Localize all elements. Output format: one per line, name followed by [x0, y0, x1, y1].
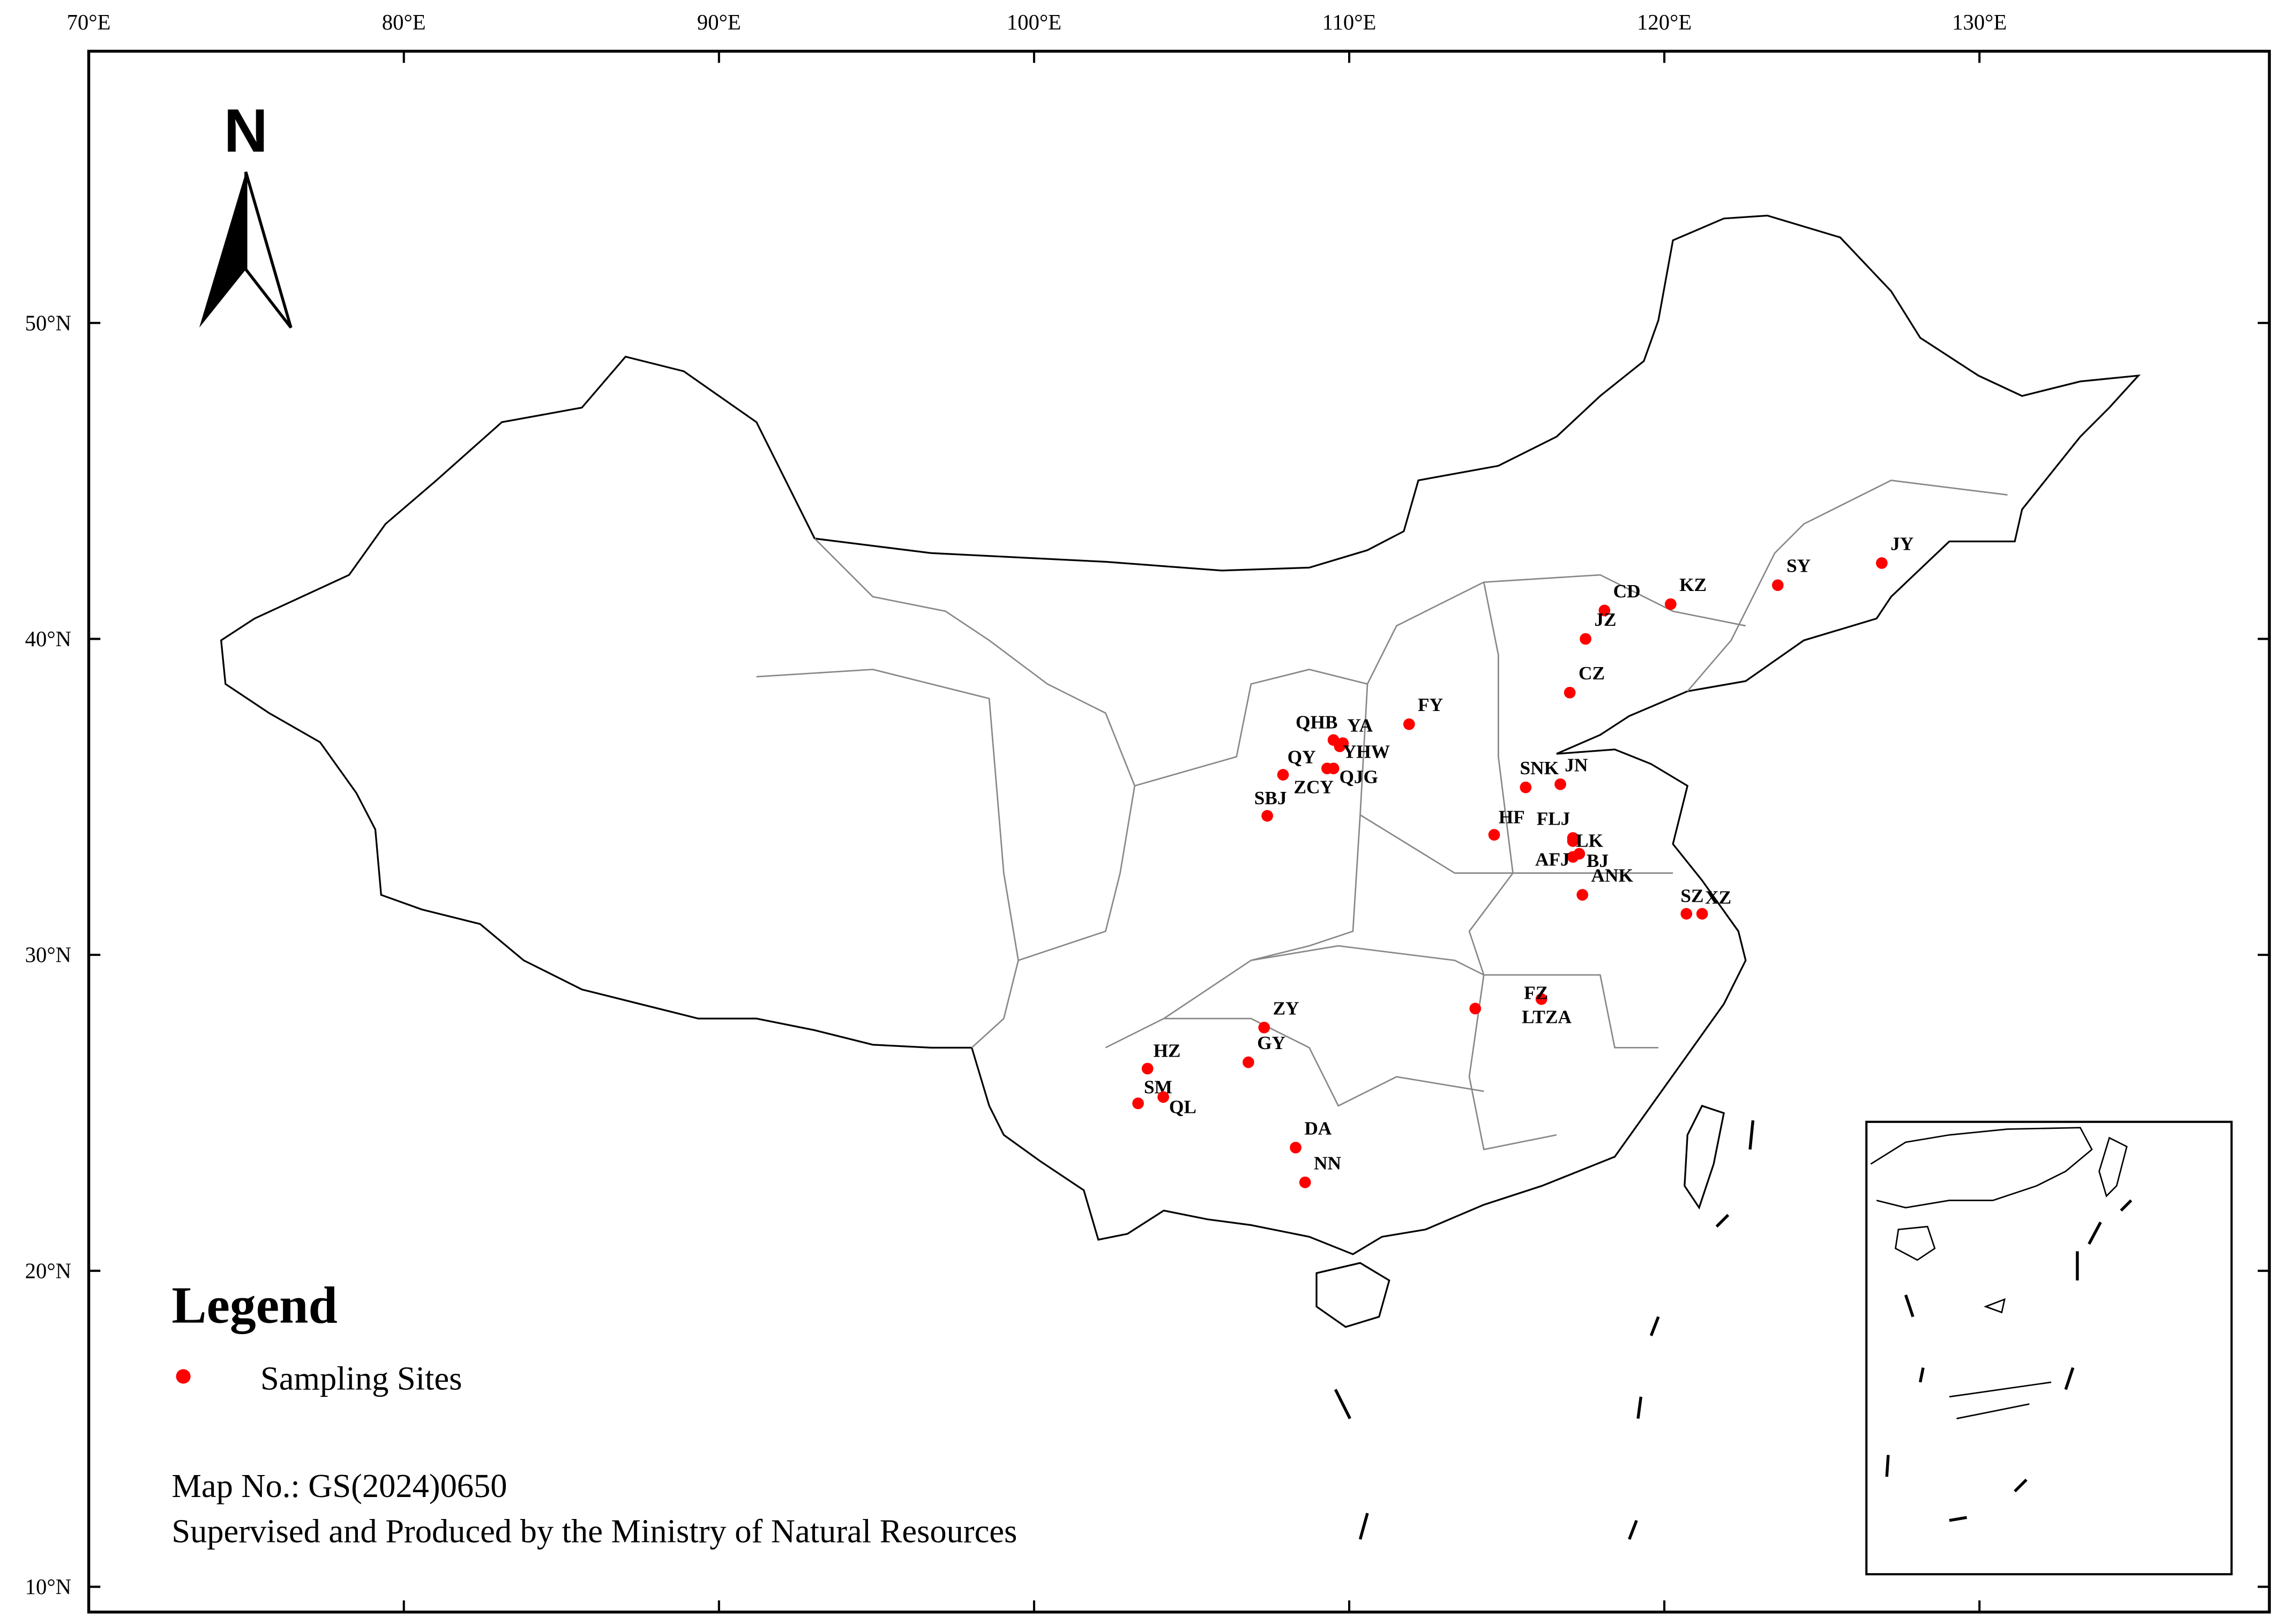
x-tick-label: 70°E: [67, 10, 111, 34]
x-tick-label: 80°E: [382, 10, 426, 34]
sampling-site: [1141, 1062, 1154, 1075]
sampling-site: [1598, 604, 1611, 617]
site-label: CZ: [1579, 663, 1605, 684]
site-label: JY: [1890, 533, 1913, 554]
site-label: JN: [1565, 754, 1588, 775]
site-label: XZ: [1705, 887, 1731, 908]
site-label: DA: [1304, 1118, 1332, 1139]
sampling-site: [1573, 848, 1586, 860]
site-label: YA: [1347, 715, 1373, 736]
site-label: ZY: [1273, 998, 1299, 1019]
sampling-site: [1242, 1056, 1254, 1068]
site-label: YHW: [1343, 742, 1390, 762]
country-outline: [220, 214, 2141, 1255]
site-label: HF: [1499, 806, 1525, 827]
x-tick-label: 100°E: [1007, 10, 1061, 34]
sampling-site: [1576, 889, 1589, 901]
sampling-site: [1520, 781, 1532, 794]
site-label: FZ: [1524, 983, 1548, 1004]
frame: [87, 49, 2271, 1614]
sampling-site: [1258, 1021, 1270, 1034]
sampling-site: [1277, 769, 1289, 781]
hainan: [1315, 1262, 1390, 1328]
site-label: QY: [1288, 746, 1316, 767]
y-tick-label: 50°N: [25, 311, 71, 335]
y-tick-label: 10°N: [25, 1575, 71, 1599]
boundary-dashes: [1334, 1120, 1755, 1540]
y-tick-label: 30°N: [25, 943, 71, 967]
inset-map: [1870, 1127, 2133, 1522]
site-label: FLJ: [1537, 809, 1570, 829]
sampling-site: [1771, 579, 1784, 592]
site-label: GY: [1257, 1032, 1285, 1053]
sampling-site: [1403, 718, 1415, 730]
sampling-site: [1535, 993, 1547, 1005]
site-label: HZ: [1153, 1041, 1180, 1061]
province-borders: [756, 480, 2008, 1150]
x-tick-label: 110°E: [1322, 10, 1377, 34]
y-tick-label: 20°N: [25, 1259, 71, 1283]
sampling-site: [1680, 908, 1693, 920]
sampling-site: [1696, 908, 1708, 920]
sampling-site: [1290, 1141, 1302, 1154]
site-label: FY: [1418, 694, 1443, 715]
site-label: QL: [1169, 1096, 1196, 1117]
site-label: QJG: [1339, 766, 1378, 787]
sampling-site: [1469, 1002, 1482, 1015]
site-label: AFJ: [1535, 849, 1570, 870]
site-label: LK: [1576, 830, 1604, 851]
site-label: NN: [1314, 1152, 1341, 1173]
sampling-site: [1327, 762, 1340, 775]
inset-frame: [1865, 1120, 2233, 1576]
sampling-site: [1665, 598, 1677, 610]
sampling-site: [1580, 633, 1591, 645]
sampling-site: [1564, 686, 1576, 699]
legend-marker: [176, 1369, 191, 1384]
site-label: SY: [1786, 556, 1811, 577]
site-label: QHB: [1296, 712, 1337, 732]
sampling-site: [1299, 1176, 1311, 1188]
sampling-site: [1261, 810, 1273, 822]
map-note: Supervised and Produced by the Ministry …: [171, 1512, 1017, 1550]
site-label: BJ: [1587, 850, 1609, 871]
site-label: ANK: [1591, 865, 1634, 886]
x-tick-label: 130°E: [1952, 10, 2007, 34]
site-label: SNK: [1520, 758, 1559, 779]
site-label: LTZA: [1522, 1007, 1572, 1028]
sampling-site: [1554, 778, 1566, 790]
legend-label: Sampling Sites: [260, 1359, 462, 1397]
sampling-site: [1876, 557, 1888, 569]
north-arrow-left: [199, 171, 246, 328]
site-label: KZ: [1679, 574, 1707, 595]
site-label: ZCY: [1293, 776, 1334, 797]
taiwan: [1684, 1104, 1725, 1210]
sampling-site: [1567, 835, 1579, 847]
x-tick-label: 120°E: [1637, 10, 1692, 34]
site-label: SZ: [1680, 886, 1703, 907]
site-label: SBJ: [1254, 788, 1287, 809]
site-label: CD: [1613, 581, 1641, 602]
site-label: JZ: [1594, 609, 1616, 630]
sampling-site: [1132, 1097, 1144, 1110]
x-tick-label: 90°E: [697, 10, 741, 34]
legend-title: Legend: [171, 1276, 337, 1334]
sampling-site: [1488, 829, 1500, 841]
north-arrow-label: N: [224, 97, 268, 165]
map-note: Map No.: GS(2024)0650: [171, 1467, 507, 1505]
sampling-site: [1157, 1091, 1169, 1103]
y-tick-label: 40°N: [25, 627, 71, 651]
sampling-site: [1334, 740, 1346, 752]
north-arrow-right: [244, 171, 293, 329]
